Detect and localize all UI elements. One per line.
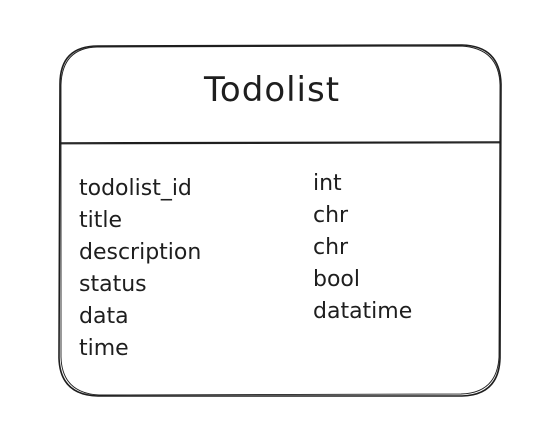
field-name-status: status — [79, 272, 147, 297]
field-type-todolist-id: int — [313, 171, 342, 196]
field-name-todolist-id: todolist_id — [79, 176, 192, 201]
field-type-title: chr — [313, 203, 349, 228]
entity-box-outline — [58, 44, 502, 397]
field-types-column: int chr chr bool datatime — [313, 168, 412, 328]
field-name-description: description — [79, 240, 202, 265]
field-type-status: bool — [313, 267, 360, 292]
field-name-time: time — [79, 336, 129, 361]
header-divider-sketch — [59, 142, 501, 145]
header-divider — [58, 141, 502, 144]
field-name-title: title — [79, 208, 123, 233]
field-names-column: todolist_id title description status dat… — [79, 173, 201, 365]
field-type-description: chr — [313, 235, 349, 260]
field-name-data: data — [79, 304, 129, 329]
field-type-data: datatime — [313, 299, 413, 324]
entity-box-outline-sketch — [60, 45, 501, 396]
entity-title: Todolist — [203, 70, 341, 110]
